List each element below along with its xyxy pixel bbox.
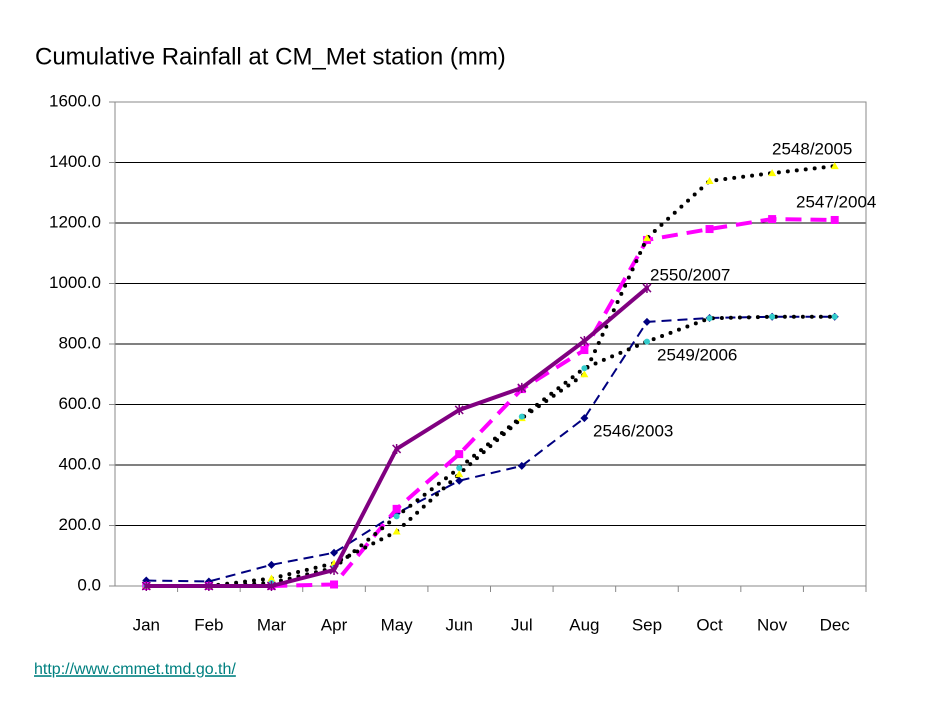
x-tick-label: Mar	[257, 615, 287, 634]
marker	[267, 560, 276, 569]
marker	[266, 581, 276, 591]
source-link[interactable]: http://www.cmmet.tmd.go.th/	[34, 661, 236, 678]
marker	[455, 476, 464, 485]
marker	[642, 234, 651, 242]
marker	[768, 169, 777, 177]
marker	[392, 504, 401, 513]
marker	[705, 176, 714, 184]
x-tick-label: Oct	[696, 615, 723, 634]
marker	[706, 315, 713, 322]
marker	[579, 335, 589, 346]
y-tick-label: 600.0	[58, 394, 101, 413]
x-tick-label: Jul	[511, 615, 533, 634]
y-tick-label: 1000.0	[49, 273, 101, 292]
marker	[518, 413, 525, 420]
marker	[517, 461, 526, 470]
marker	[204, 581, 214, 591]
chart-title: Cumulative Rainfall at CM_Met station (m…	[35, 43, 506, 70]
marker	[456, 465, 463, 472]
y-tick-label: 800.0	[58, 333, 101, 352]
marker	[330, 548, 339, 557]
x-tick-label: Jan	[133, 615, 160, 634]
marker	[330, 580, 339, 589]
x-tick-label: Sep	[632, 615, 662, 634]
series-line	[146, 217, 835, 588]
x-tick-label: Apr	[321, 615, 348, 634]
marker	[705, 225, 714, 234]
marker	[769, 313, 776, 320]
x-tick-label: May	[381, 615, 414, 634]
series-line	[146, 315, 835, 583]
marker	[642, 317, 651, 326]
x-tick-label: Aug	[569, 615, 599, 634]
marker	[580, 414, 589, 423]
series-label: 2549/2006	[657, 345, 737, 364]
series-line	[144, 286, 649, 588]
marker	[141, 581, 151, 591]
marker	[393, 513, 400, 520]
series-line	[144, 314, 837, 588]
marker	[643, 338, 650, 345]
series-line	[144, 164, 837, 588]
marker	[329, 564, 339, 575]
marker	[517, 382, 527, 393]
x-tick-label: Feb	[194, 615, 223, 634]
marker	[267, 574, 276, 582]
marker	[392, 443, 402, 454]
y-tick-label: 400.0	[58, 454, 101, 473]
marker	[454, 404, 464, 415]
marker	[392, 527, 401, 535]
marker	[580, 370, 589, 378]
x-tick-label: Nov	[757, 615, 788, 634]
y-tick-label: 1400.0	[49, 152, 101, 171]
marker	[455, 450, 464, 459]
marker	[830, 162, 839, 170]
marker	[580, 346, 589, 355]
marker	[768, 215, 777, 224]
series-label: 2548/2005	[772, 139, 852, 158]
x-tick-label: Dec	[820, 615, 851, 634]
marker	[642, 283, 652, 294]
y-tick-label: 1200.0	[49, 212, 101, 231]
marker	[581, 365, 588, 372]
series-label: 2550/2007	[650, 265, 730, 284]
marker	[455, 470, 464, 478]
y-tick-label: 1600.0	[49, 91, 101, 110]
y-tick-label: 0.0	[77, 575, 101, 594]
x-tick-label: Jun	[445, 615, 472, 634]
series-label: 2547/2004	[796, 192, 876, 211]
y-tick-label: 200.0	[58, 515, 101, 534]
marker	[831, 313, 838, 320]
marker	[830, 215, 839, 224]
series-label: 2546/2003	[593, 421, 673, 440]
